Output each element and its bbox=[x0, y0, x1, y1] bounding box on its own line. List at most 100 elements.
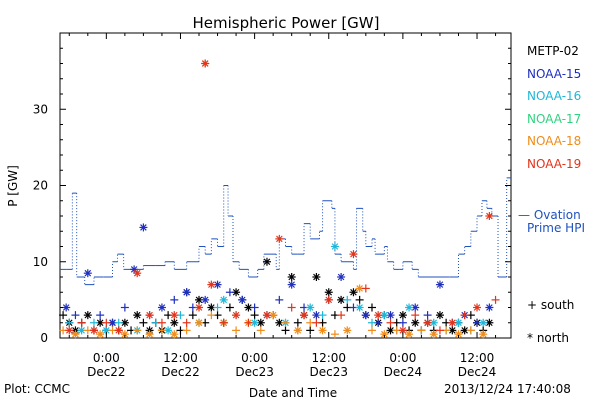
data-point bbox=[287, 303, 296, 312]
data-point bbox=[460, 311, 469, 320]
data-point bbox=[349, 250, 358, 259]
marker-stroke bbox=[65, 327, 73, 334]
data-point bbox=[62, 303, 71, 312]
marker-stroke bbox=[356, 285, 363, 292]
marker-stroke bbox=[313, 273, 320, 281]
marker-stroke bbox=[356, 304, 363, 311]
marker-stroke bbox=[84, 311, 92, 319]
data-point bbox=[448, 326, 457, 335]
data-point bbox=[170, 318, 179, 327]
data-point bbox=[337, 273, 346, 281]
data-point bbox=[244, 318, 253, 327]
marker-stroke bbox=[319, 327, 326, 334]
marker-stroke bbox=[455, 319, 462, 327]
data-point bbox=[256, 326, 265, 335]
marker-stroke bbox=[486, 212, 493, 220]
data-point bbox=[225, 288, 234, 297]
data-point bbox=[89, 326, 98, 335]
data-point bbox=[238, 295, 247, 304]
footer-plot-credit: Plot: CCMC bbox=[4, 382, 70, 396]
marker-stroke bbox=[276, 319, 283, 327]
data-point bbox=[448, 318, 457, 327]
data-point bbox=[423, 311, 432, 320]
marker-stroke bbox=[294, 327, 302, 334]
footer-timestamp: 2013/12/24 17:40:08 bbox=[444, 382, 571, 396]
marker-stroke bbox=[313, 311, 320, 319]
marker-stroke bbox=[486, 304, 493, 311]
marker-stroke bbox=[337, 273, 345, 281]
ovation-label-line1: — Ovation bbox=[518, 208, 581, 222]
data-point bbox=[287, 273, 296, 281]
data-point bbox=[386, 318, 395, 327]
marker-stroke bbox=[473, 304, 481, 311]
data-point bbox=[139, 318, 148, 327]
data-point bbox=[435, 280, 444, 289]
marker-stroke bbox=[411, 304, 419, 311]
marker-stroke bbox=[195, 296, 203, 304]
marker-stroke bbox=[399, 311, 407, 319]
data-point bbox=[77, 326, 86, 335]
x-tick-date-label: Dec23 bbox=[309, 365, 348, 379]
data-point bbox=[386, 326, 395, 335]
data-point bbox=[330, 330, 339, 339]
x-tick-time-label: 0:00 bbox=[241, 351, 268, 365]
data-point bbox=[479, 330, 488, 339]
north-marker-symbol: * bbox=[527, 331, 533, 345]
data-point bbox=[435, 311, 444, 320]
marker-stroke bbox=[133, 269, 141, 277]
x-tick-date-label: Dec24 bbox=[384, 365, 423, 379]
marker-stroke bbox=[424, 319, 431, 327]
data-point bbox=[201, 295, 210, 304]
marker-stroke bbox=[146, 311, 153, 319]
data-point bbox=[71, 330, 80, 339]
marker-stroke bbox=[343, 327, 351, 334]
marker-stroke bbox=[350, 250, 357, 258]
data-point bbox=[281, 326, 290, 335]
data-point bbox=[306, 303, 315, 312]
marker-stroke bbox=[449, 327, 456, 334]
data-point bbox=[337, 311, 346, 320]
legend-entry: NOAA-19 bbox=[527, 156, 582, 171]
marker-stroke bbox=[201, 60, 209, 67]
data-point bbox=[201, 59, 210, 68]
data-point bbox=[262, 257, 271, 266]
data-point bbox=[473, 303, 482, 312]
data-point bbox=[318, 311, 327, 320]
data-point bbox=[213, 303, 222, 312]
x-axis-label: Date and Time bbox=[249, 386, 337, 400]
data-point bbox=[195, 303, 204, 312]
marker-stroke bbox=[208, 281, 215, 288]
marker-stroke bbox=[183, 288, 190, 296]
data-point bbox=[330, 242, 339, 251]
x-tick-time-label: 12:00 bbox=[163, 351, 198, 365]
north-marker-label: north bbox=[536, 331, 570, 345]
y-tick-label: 30 bbox=[33, 102, 48, 116]
marker-stroke bbox=[387, 311, 394, 319]
marker-stroke bbox=[325, 296, 333, 304]
y-tick-label: 0 bbox=[40, 331, 48, 345]
marker-stroke bbox=[103, 327, 110, 334]
data-point bbox=[120, 330, 129, 339]
data-point bbox=[324, 295, 333, 304]
x-tick-time-label: 0:00 bbox=[389, 351, 416, 365]
marker-stroke bbox=[331, 243, 339, 250]
data-point bbox=[207, 280, 216, 289]
data-point bbox=[114, 326, 123, 335]
data-point bbox=[367, 326, 376, 335]
y-axis: 0 10 20 30 bbox=[33, 47, 511, 345]
data-point bbox=[479, 318, 488, 327]
x-tick-time-label: 12:00 bbox=[311, 351, 346, 365]
marker-stroke bbox=[263, 311, 271, 319]
south-marker-legend: + south bbox=[527, 298, 574, 312]
marker-stroke bbox=[208, 304, 215, 311]
marker-stroke bbox=[115, 327, 122, 334]
y-tick-label: 20 bbox=[33, 179, 48, 193]
data-point bbox=[293, 326, 302, 335]
data-point bbox=[207, 311, 216, 320]
marker-stroke bbox=[158, 304, 166, 311]
data-point bbox=[435, 326, 444, 335]
x-tick-date-label: Dec23 bbox=[235, 365, 274, 379]
data-point bbox=[423, 318, 432, 327]
marker-stroke bbox=[146, 330, 153, 338]
data-point bbox=[355, 295, 364, 304]
